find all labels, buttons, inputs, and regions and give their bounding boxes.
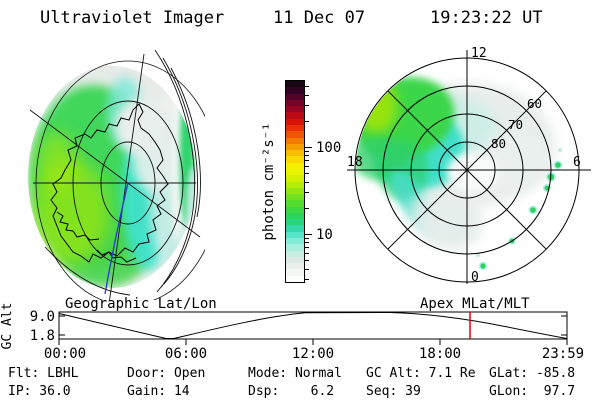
map-grid [29, 49, 205, 300]
status-gain: Gain: 14 [127, 384, 190, 399]
strip-chart: 9.0 1.8 GC Alt 00:00 06:00 12:00 18:00 2… [0, 303, 584, 362]
altitude-curve [58, 311, 568, 339]
mlt-label-12: 12 [471, 46, 487, 61]
geographic-map-panel [28, 49, 205, 300]
mlt-label-18: 18 [347, 155, 363, 170]
mlat-label-60: 60 [527, 96, 542, 111]
xtick-2359: 23:59 [542, 346, 584, 362]
polar-grid [347, 50, 591, 284]
caption-geographic: Geographic Lat/Lon [65, 296, 217, 312]
apex-polar-panel: 12 18 6 0 80 70 60 [347, 46, 591, 285]
colorbar: 100 10 [285, 80, 341, 283]
xtick-0000: 00:00 [44, 346, 86, 362]
colorbar-unit-label: photon cm⁻²s⁻¹ [261, 122, 277, 241]
aurora-image-geo [28, 66, 196, 288]
status-dsp: Dsp: 6.2 [248, 384, 335, 399]
colorbar-tick-label-10: 10 [316, 227, 333, 243]
mlat-label-80: 80 [491, 136, 506, 151]
colorbar-gradient [286, 81, 304, 282]
status-flt: Flt: LBHL [8, 366, 79, 381]
app-title: Ultraviolet Imager [40, 8, 225, 28]
mlt-label-6: 6 [573, 155, 581, 170]
coastline [50, 103, 169, 263]
colorbar-tick-label-100: 100 [316, 140, 342, 156]
status-seq: Seq: 39 [366, 384, 421, 399]
mlat-label-70: 70 [508, 117, 523, 132]
status-mode: Mode: Normal [248, 366, 342, 381]
axis-ticks [58, 315, 568, 345]
status-gc-alt: GC Alt: 7.1 Re [366, 366, 476, 381]
xtick-1200: 12:00 [292, 346, 334, 362]
status-glon: GLon: 97.7 [489, 384, 576, 399]
colorbar-ticks [305, 81, 313, 284]
status-ip: IP: 36.0 [8, 384, 71, 399]
mlt-label-0: 0 [471, 270, 479, 285]
caption-apex: Apex MLat/MLT [420, 296, 530, 312]
xtick-1800: 18:00 [419, 346, 461, 362]
strip-box [58, 311, 568, 340]
ytick-low: 1.8 [30, 328, 55, 344]
status-door: Door: Open [127, 366, 206, 381]
ytick-high: 9.0 [30, 309, 55, 325]
header-date: 11 Dec 07 [273, 8, 366, 28]
meridian-blue-line [104, 182, 129, 295]
status-glat: GLat: -85.8 [489, 366, 576, 381]
y-axis-label: GC Alt [0, 303, 15, 350]
header-time: 19:23:22 UT [430, 8, 543, 28]
xtick-0600: 06:00 [165, 346, 207, 362]
